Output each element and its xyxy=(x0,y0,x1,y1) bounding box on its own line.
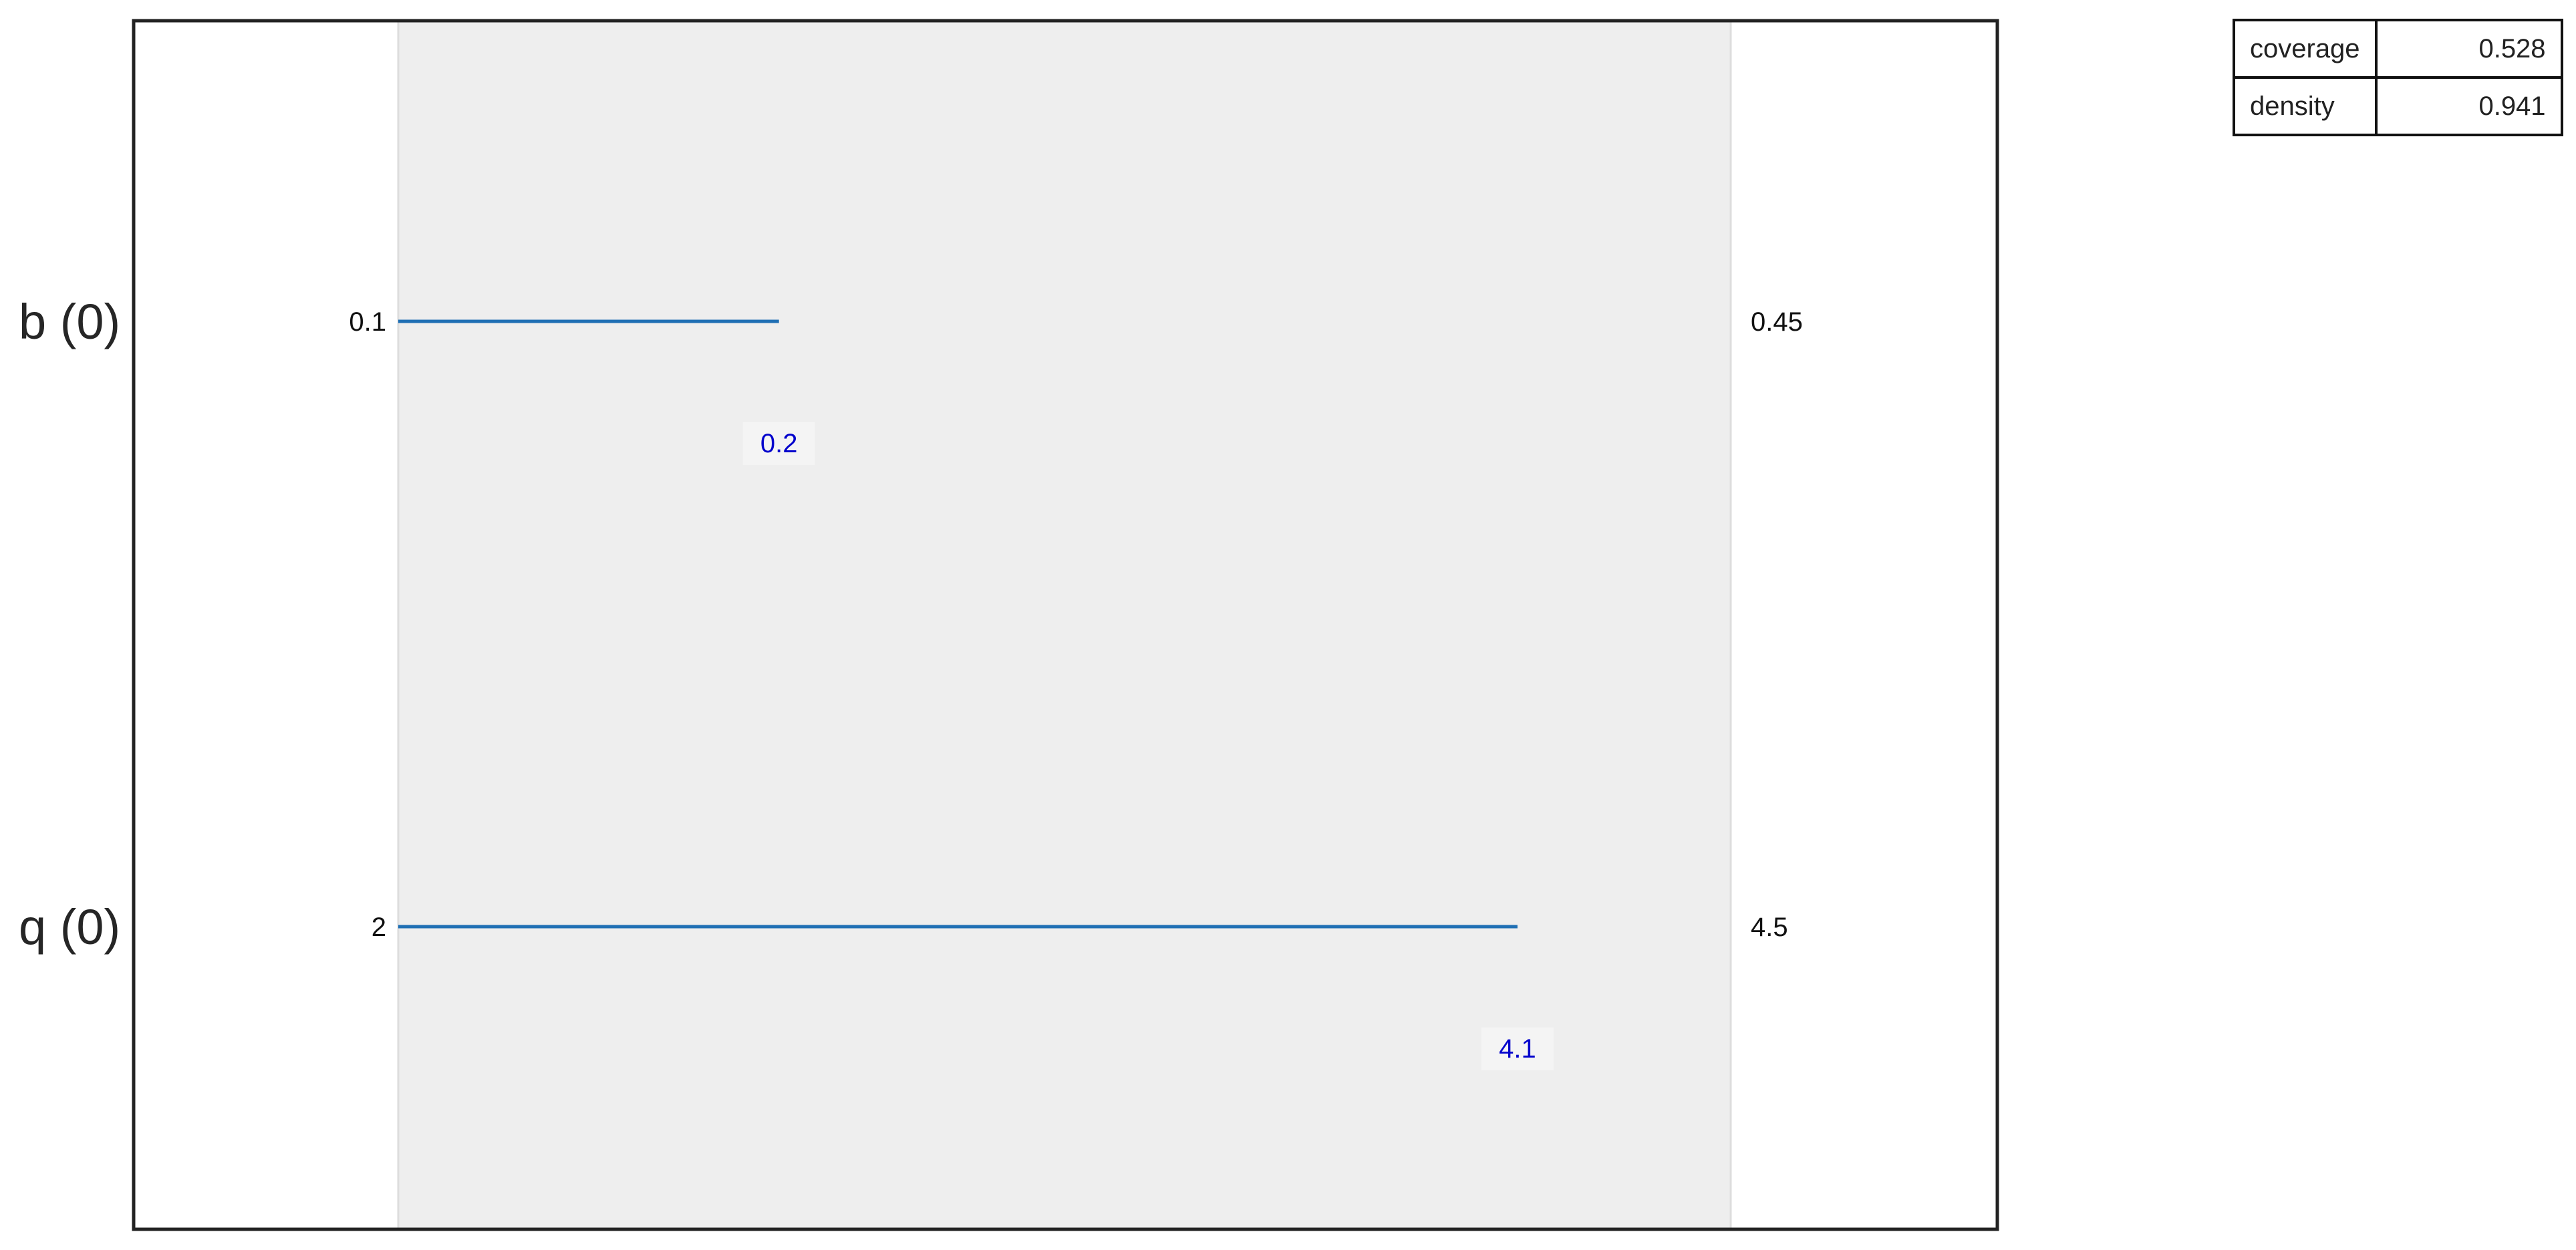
stats-value: 0.941 xyxy=(2374,76,2563,136)
stats-row-density: density 0.941 xyxy=(2233,76,2563,136)
value-label-box xyxy=(1481,1028,1554,1070)
stats-table: coverage 0.528 density 0.941 xyxy=(2233,19,2563,136)
value-label: 0.2 xyxy=(760,429,798,458)
range-min-label: 0.1 xyxy=(349,307,386,337)
value-label-box xyxy=(742,422,815,465)
stats-key: coverage xyxy=(2233,19,2378,79)
range-max-label: 4.5 xyxy=(1751,913,1788,942)
row-label: b (0) xyxy=(19,294,120,349)
range-min-label: 2 xyxy=(372,913,386,942)
stats-row-coverage: coverage 0.528 xyxy=(2233,19,2563,79)
row-label: q (0) xyxy=(19,899,120,955)
range-max-label: 0.45 xyxy=(1751,307,1803,337)
plot-frame xyxy=(132,19,1999,1231)
stats-value: 0.528 xyxy=(2374,19,2563,79)
stats-key: density xyxy=(2233,76,2378,136)
value-label: 4.1 xyxy=(1499,1034,1536,1064)
